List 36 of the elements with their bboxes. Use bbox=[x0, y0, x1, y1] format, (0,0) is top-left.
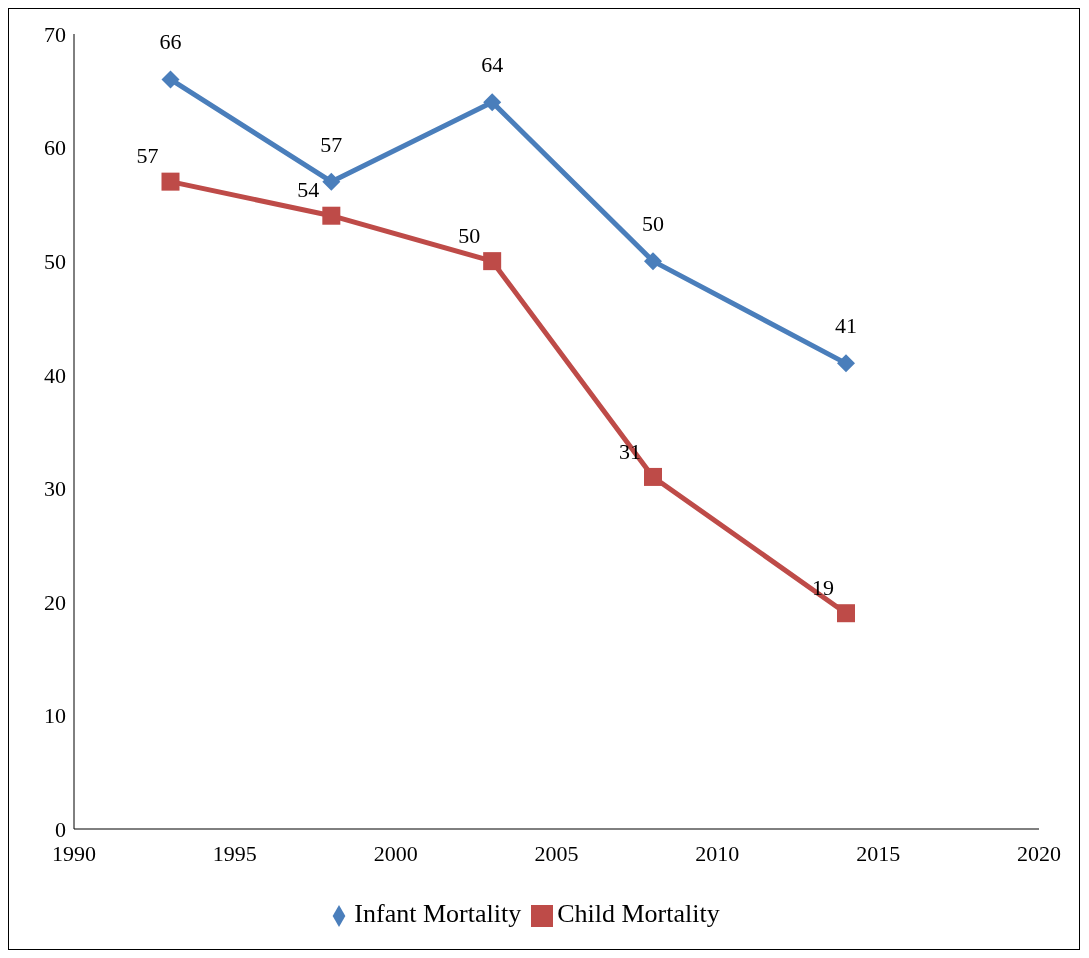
point bbox=[483, 252, 502, 271]
point bbox=[483, 93, 502, 112]
y-tick-label: 20 bbox=[44, 589, 66, 615]
legend-label: Child Mortality bbox=[557, 899, 720, 928]
y-tick-label: 50 bbox=[44, 248, 66, 274]
y-tick-label: 60 bbox=[44, 135, 66, 161]
point bbox=[161, 70, 180, 89]
point bbox=[644, 252, 662, 271]
point bbox=[837, 604, 855, 623]
x-tick-label: 2010 bbox=[695, 840, 740, 866]
point bbox=[161, 172, 180, 191]
data-label: 57 bbox=[320, 131, 343, 157]
legend-label: Infant Mortality bbox=[354, 899, 522, 928]
x-tick-label: 1995 bbox=[212, 840, 257, 866]
data-label: 19 bbox=[812, 574, 834, 600]
y-tick-label: 10 bbox=[44, 703, 66, 729]
y-tick-label: 30 bbox=[44, 476, 66, 502]
y-tick-label: 70 bbox=[44, 21, 66, 47]
x-tick-label: 2015 bbox=[856, 840, 901, 866]
data-label: 41 bbox=[835, 313, 857, 339]
point bbox=[322, 172, 341, 191]
data-label: 50 bbox=[458, 222, 481, 248]
x-tick-label: 2000 bbox=[373, 840, 418, 866]
data-label: 66 bbox=[159, 29, 182, 55]
y-tick-label: 40 bbox=[44, 362, 66, 388]
point bbox=[644, 467, 662, 486]
data-label: 54 bbox=[297, 177, 320, 203]
data-label: 57 bbox=[136, 143, 159, 169]
y-tick-label: 0 bbox=[55, 816, 66, 842]
x-tick-label: 2020 bbox=[1017, 840, 1061, 866]
x-tick-label: 1990 bbox=[52, 840, 96, 866]
x-tick-label: 2005 bbox=[534, 840, 579, 866]
data-label: 64 bbox=[481, 52, 504, 78]
point bbox=[322, 206, 341, 225]
data-label: 50 bbox=[642, 211, 664, 237]
point bbox=[837, 354, 855, 373]
